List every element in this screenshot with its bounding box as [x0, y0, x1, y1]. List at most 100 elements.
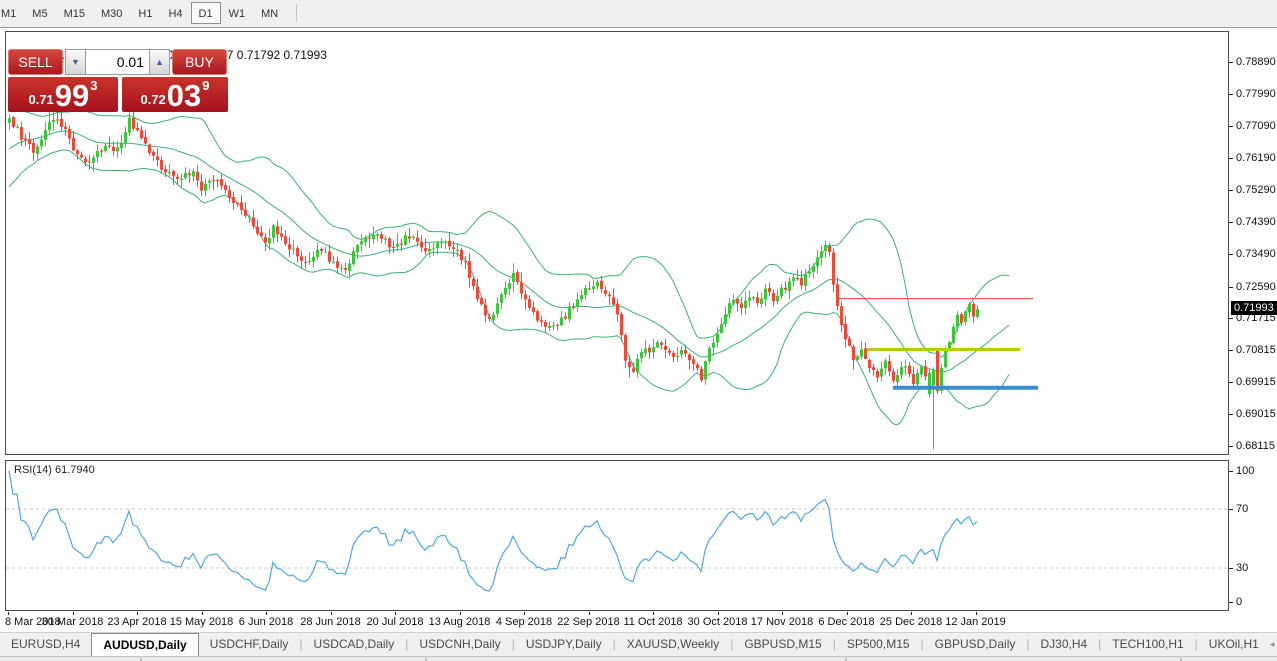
- candle-body: [376, 234, 379, 236]
- timeframe-button-mn[interactable]: MN: [261, 8, 279, 20]
- volume-decrease-button[interactable]: ▼: [65, 49, 86, 75]
- timeframe-button-m5[interactable]: M5: [32, 8, 48, 20]
- candlestick-chart[interactable]: [6, 32, 1228, 454]
- candle-body: [64, 126, 67, 130]
- date-axis-tick: [8, 612, 9, 615]
- timeframe-button-m15[interactable]: M15: [63, 8, 85, 20]
- candle-body: [900, 367, 903, 376]
- candle-body: [576, 299, 579, 307]
- candle-body: [460, 249, 463, 261]
- candle-body: [552, 325, 555, 327]
- tab-gbpusd-daily[interactable]: GBPUSD,Daily: [934, 637, 1016, 651]
- candle-body: [924, 366, 927, 377]
- candle-body: [608, 294, 611, 297]
- date-axis-label: 23 Apr 2018: [107, 616, 167, 628]
- price-axis-tick: [1229, 349, 1233, 351]
- candle-body: [224, 185, 227, 191]
- sell-price-box[interactable]: 0.71 99 3: [8, 77, 118, 112]
- candle-body: [456, 250, 459, 251]
- buy-price-box[interactable]: 0.72 03 9: [122, 77, 228, 112]
- candle-body: [560, 317, 563, 326]
- candle-body: [16, 126, 19, 128]
- sell-button[interactable]: SELL: [8, 49, 63, 75]
- tab-dj30-h4[interactable]: DJ30,H4: [1040, 637, 1088, 651]
- candle-body: [624, 335, 627, 361]
- candle-body: [596, 281, 599, 287]
- candle-body: [972, 303, 975, 317]
- volume-field[interactable]: 0.01: [86, 49, 149, 75]
- volume-increase-button[interactable]: ▲: [149, 49, 170, 75]
- price-axis-label: 0.75290: [1236, 184, 1276, 197]
- tab-sp500-m15[interactable]: SP500,M15: [846, 637, 910, 651]
- rsi-axis-tick: [1229, 568, 1233, 569]
- tab-audusd-daily[interactable]: AUDUSD,Daily: [91, 633, 199, 656]
- candle-body: [36, 146, 39, 154]
- candle-body: [308, 261, 311, 262]
- date-axis-label: 17 Nov 2018: [750, 616, 814, 628]
- candle-body: [792, 277, 795, 282]
- candle-body: [152, 151, 155, 156]
- buy-button[interactable]: BUY: [172, 49, 227, 75]
- timeframe-button-m30[interactable]: M30: [100, 8, 123, 20]
- candle-body: [864, 348, 867, 359]
- tab-separator: |: [405, 637, 409, 651]
- tab-usdjpy-daily[interactable]: USDJPY,Daily: [525, 637, 602, 651]
- timeframe-button-w1[interactable]: W1: [228, 8, 246, 20]
- candle-body: [816, 257, 819, 267]
- candle-body: [692, 359, 695, 365]
- rsi-indicator-area[interactable]: [5, 460, 1229, 611]
- candle-body: [452, 247, 455, 249]
- date-axis-label: 15 May 2018: [169, 616, 234, 628]
- candle-body: [756, 297, 759, 304]
- candle-body: [512, 272, 515, 283]
- candle-body: [136, 128, 139, 131]
- timeframe-button-h4[interactable]: H4: [168, 8, 183, 20]
- candle-body: [928, 372, 931, 395]
- tab-gbpusd-m15[interactable]: GBPUSD,M15: [744, 637, 822, 651]
- candle-body: [956, 314, 959, 328]
- candle-body: [140, 130, 143, 139]
- date-axis-label: 4 Sep 2018: [495, 616, 553, 628]
- tab-tech100-h1[interactable]: TECH100,H1: [1112, 637, 1184, 651]
- candle-body: [228, 190, 231, 199]
- candle-body: [68, 129, 71, 139]
- candle-body: [400, 243, 403, 245]
- rsi-plot: [6, 470, 1228, 592]
- candle-body: [480, 298, 483, 305]
- tab-usdcad-daily[interactable]: USDCAD,Daily: [313, 637, 395, 651]
- candle-body: [724, 314, 727, 325]
- timeframe-button-d1[interactable]: D1: [190, 2, 221, 24]
- status-bar-divider: [425, 658, 427, 661]
- date-axis-tick: [330, 612, 332, 615]
- candle-body: [432, 248, 435, 250]
- candle-body: [952, 326, 955, 344]
- tab-xauusd-weekly[interactable]: XAUUSD,Weekly: [626, 637, 720, 651]
- timeframe-button-h1[interactable]: H1: [138, 8, 153, 20]
- price-axis-tick: [1229, 254, 1233, 256]
- candle-body: [788, 281, 791, 292]
- toolbar-separator: [296, 4, 298, 22]
- candle-body: [340, 267, 343, 269]
- candle-body: [264, 237, 267, 243]
- tab-eurusd-h4[interactable]: EURUSD,H4: [11, 637, 81, 651]
- price-axis-label: 0.69015: [1236, 407, 1276, 420]
- rsi-axis-tick: [1229, 471, 1233, 472]
- volume-stepper: ▼ 0.01 ▲: [65, 49, 170, 75]
- date-axis-tick: [266, 612, 267, 615]
- candle-body: [92, 157, 95, 163]
- candle-body: [412, 236, 415, 238]
- buy-price-big: 03: [166, 78, 202, 113]
- date-axis-label: 6 Dec 2018: [818, 616, 875, 628]
- timeframe-button-m1[interactable]: M1: [1, 8, 17, 20]
- candle-body: [204, 183, 207, 192]
- tab-usdcnh-daily[interactable]: USDCNH,Daily: [419, 637, 501, 651]
- candle-body: [572, 307, 575, 309]
- candle-body: [592, 286, 595, 290]
- tab-ukoil-h1[interactable]: UKOil,H1: [1208, 637, 1259, 651]
- date-axis-label: 13 Aug 2018: [428, 616, 491, 628]
- candle-body: [468, 261, 471, 279]
- candle-body: [720, 324, 723, 333]
- tab-scroll-left-icon[interactable]: ◂: [1269, 639, 1275, 649]
- candle-body: [732, 299, 735, 304]
- tab-usdchf-daily[interactable]: USDCHF,Daily: [209, 637, 289, 651]
